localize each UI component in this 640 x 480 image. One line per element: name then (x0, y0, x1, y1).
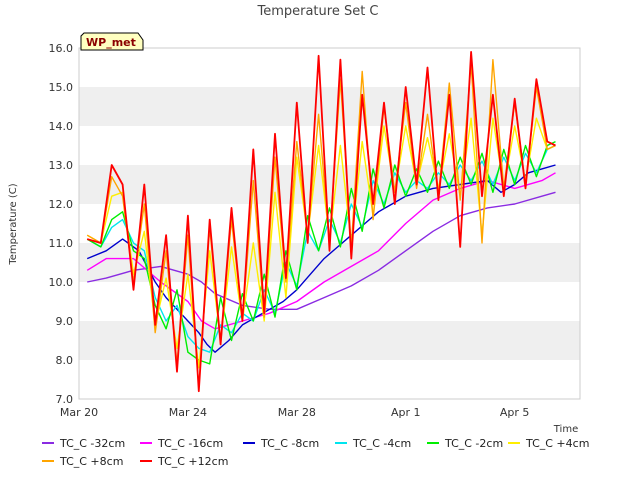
x-tick-label: Mar 24 (169, 406, 207, 419)
chart-title: Temperature Set C (256, 4, 378, 19)
grid-band (79, 87, 580, 126)
legend-label: TC_C +12cm (157, 455, 228, 468)
legend-label: TC_C +4cm (525, 437, 589, 450)
y-tick-label: 16.0 (49, 42, 74, 55)
series-line-tc-c-8cm (86, 59, 556, 388)
grid-band (79, 165, 580, 204)
x-tick-label: Mar 28 (278, 406, 316, 419)
legend-item: TC_C +8cm (42, 455, 123, 468)
series-line-tc-c-12cm (86, 51, 556, 393)
x-axis-title: Time (553, 424, 578, 435)
y-tick-label: 12.0 (49, 198, 74, 211)
legend-item: TC_C -8cm (243, 437, 319, 450)
legend-label: TC_C -16cm (157, 437, 223, 450)
legend-label: TC_C +8cm (59, 455, 123, 468)
legend-item: TC_C +12cm (140, 455, 228, 468)
x-tick-label: Mar 20 (60, 406, 98, 419)
y-tick-label: 9.0 (56, 315, 74, 328)
legend-label: TC_C -8cm (260, 437, 319, 450)
series-lines (86, 51, 556, 393)
y-axis-title: Temperature (C) (8, 183, 19, 265)
x-tick-label: Apr 5 (500, 406, 530, 419)
y-tick-label: 8.0 (56, 354, 74, 367)
legend-label: TC_C -32cm (59, 437, 125, 450)
y-tick-label: 7.0 (56, 393, 74, 406)
legend-item: TC_C -32cm (42, 437, 125, 450)
series-line-tc-c-2cm (86, 140, 556, 365)
station-badge-label: WP_met (86, 36, 136, 49)
y-tick-label: 10.0 (49, 276, 74, 289)
grid-band (79, 321, 580, 360)
x-tick-label: Apr 1 (391, 406, 421, 419)
legend-item: TC_C -4cm (335, 437, 411, 450)
legend: TC_C -32cm TC_C -16cm TC_C -8cm TC_C -4cm TC… (42, 437, 589, 468)
plot-background (78, 47, 581, 400)
legend-label: TC_C -4cm (352, 437, 411, 450)
legend-item: TC_C +4cm (508, 437, 589, 450)
y-tick-label: 14.0 (49, 120, 74, 133)
y-tick-label: 11.0 (49, 237, 74, 250)
legend-item: TC_C -16cm (140, 437, 223, 450)
station-badge: WP_met (80, 32, 144, 51)
y-tick-label: 15.0 (49, 81, 74, 94)
series-line-tc-c-32cm (87, 191, 556, 310)
y-tick-label: 13.0 (49, 159, 74, 172)
legend-item: TC_C -2cm (427, 437, 503, 450)
x-axis: Mar 20 Mar 24 Mar 28 Apr 1 Apr 5 (60, 406, 530, 419)
legend-label: TC_C -2cm (444, 437, 503, 450)
y-axis: 7.0 8.0 9.0 10.0 11.0 12.0 13.0 14.0 15.0 16.0 (49, 42, 74, 406)
